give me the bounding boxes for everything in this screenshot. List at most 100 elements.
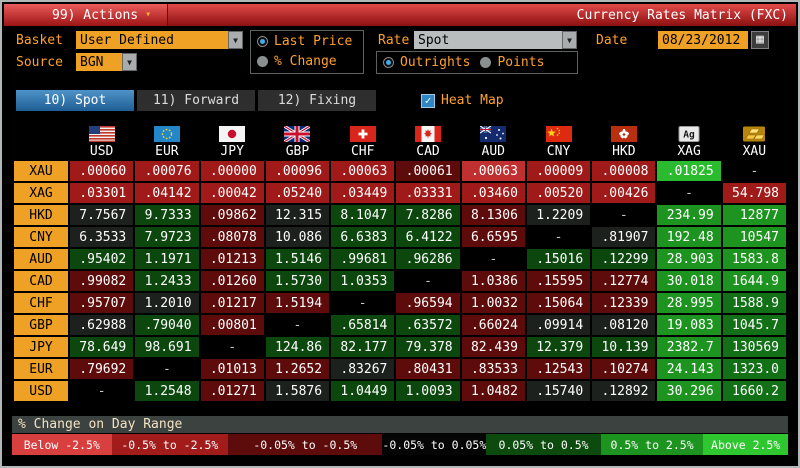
matrix-cell[interactable]: .10274 bbox=[592, 359, 656, 379]
matrix-cell[interactable]: 1.0482 bbox=[461, 381, 525, 401]
matrix-cell[interactable]: 1.0386 bbox=[461, 271, 525, 291]
matrix-cell[interactable]: 6.4122 bbox=[396, 227, 460, 247]
matrix-cell[interactable]: - bbox=[265, 315, 330, 335]
column-header-eur[interactable]: EUR bbox=[155, 144, 179, 159]
matrix-cell[interactable]: .01825 bbox=[657, 161, 721, 181]
matrix-cell[interactable]: .00063 bbox=[331, 161, 395, 181]
matrix-cell[interactable]: - bbox=[657, 183, 721, 203]
matrix-cell[interactable]: 6.3533 bbox=[70, 227, 134, 247]
column-header-gbp[interactable]: GBP bbox=[285, 144, 310, 159]
matrix-cell[interactable]: .96286 bbox=[396, 249, 460, 269]
matrix-cell[interactable]: - bbox=[526, 227, 591, 247]
matrix-cell[interactable]: .15595 bbox=[526, 271, 591, 291]
matrix-cell[interactable]: 79.378 bbox=[396, 337, 460, 357]
matrix-cell[interactable]: .01013 bbox=[200, 359, 264, 379]
matrix-cell[interactable]: 10.086 bbox=[265, 227, 330, 247]
column-header-xau[interactable]: XAU bbox=[742, 144, 767, 159]
matrix-cell[interactable]: 234.99 bbox=[657, 205, 721, 225]
column-header-xag[interactable]: XAG bbox=[677, 144, 701, 159]
matrix-cell[interactable]: 1.2652 bbox=[265, 359, 330, 379]
matrix-cell[interactable]: .62988 bbox=[70, 315, 134, 335]
matrix-cell[interactable]: 12877 bbox=[722, 205, 786, 225]
matrix-cell[interactable]: .99681 bbox=[331, 249, 395, 269]
matrix-cell[interactable]: .00060 bbox=[70, 161, 134, 181]
matrix-cell[interactable]: .15016 bbox=[526, 249, 591, 269]
matrix-cell[interactable]: 54.798 bbox=[722, 183, 786, 203]
matrix-cell[interactable]: .12543 bbox=[526, 359, 591, 379]
matrix-cell[interactable]: .12339 bbox=[592, 293, 656, 313]
matrix-cell[interactable]: 1583.8 bbox=[722, 249, 786, 269]
matrix-cell[interactable]: 1.0093 bbox=[396, 381, 460, 401]
matrix-cell[interactable]: 6.6595 bbox=[461, 227, 525, 247]
matrix-cell[interactable]: 2382.7 bbox=[657, 337, 721, 357]
matrix-cell[interactable]: .15740 bbox=[526, 381, 591, 401]
matrix-cell[interactable]: 1323.0 bbox=[722, 359, 786, 379]
matrix-cell[interactable]: .01271 bbox=[200, 381, 264, 401]
matrix-cell[interactable]: 8.1047 bbox=[331, 205, 395, 225]
matrix-cell[interactable]: - bbox=[592, 205, 656, 225]
matrix-cell[interactable]: 1.0032 bbox=[461, 293, 525, 313]
basket-field[interactable]: User Defined bbox=[76, 31, 228, 49]
last-price-radio[interactable] bbox=[257, 35, 268, 47]
matrix-cell[interactable]: .03449 bbox=[331, 183, 395, 203]
matrix-cell[interactable]: .15064 bbox=[526, 293, 591, 313]
matrix-cell[interactable]: .79692 bbox=[70, 359, 134, 379]
matrix-cell[interactable]: - bbox=[331, 293, 395, 313]
matrix-cell[interactable]: - bbox=[200, 337, 264, 357]
column-header-usd[interactable]: USD bbox=[89, 144, 114, 159]
pct-change-radio[interactable] bbox=[257, 55, 268, 67]
column-header-chf[interactable]: CHF bbox=[350, 144, 375, 159]
matrix-cell[interactable]: 9.7333 bbox=[135, 205, 199, 225]
matrix-cell[interactable]: .00063 bbox=[461, 161, 525, 181]
points-option[interactable]: Points bbox=[470, 55, 544, 70]
matrix-cell[interactable]: 30.296 bbox=[657, 381, 721, 401]
matrix-cell[interactable]: 130569 bbox=[722, 337, 786, 357]
matrix-cell[interactable]: .83267 bbox=[331, 359, 395, 379]
rate-field[interactable]: Spot bbox=[414, 31, 562, 49]
matrix-cell[interactable]: 1.1971 bbox=[135, 249, 199, 269]
matrix-cell[interactable]: .00042 bbox=[200, 183, 264, 203]
column-header-jpy[interactable]: JPY bbox=[220, 144, 244, 159]
matrix-cell[interactable]: .00801 bbox=[200, 315, 264, 335]
matrix-cell[interactable]: .00009 bbox=[526, 161, 591, 181]
matrix-cell[interactable]: 1.0449 bbox=[331, 381, 395, 401]
matrix-cell[interactable]: .00096 bbox=[265, 161, 330, 181]
matrix-cell[interactable]: .12299 bbox=[592, 249, 656, 269]
matrix-cell[interactable]: .80431 bbox=[396, 359, 460, 379]
tab-forward[interactable]: 11) Forward bbox=[137, 90, 255, 111]
row-label-aud[interactable]: AUD bbox=[14, 249, 68, 269]
matrix-cell[interactable]: .63572 bbox=[396, 315, 460, 335]
rate-dropdown-arrow-icon[interactable]: ▼ bbox=[562, 31, 577, 49]
matrix-cell[interactable]: 7.7567 bbox=[70, 205, 134, 225]
matrix-cell[interactable]: .00061 bbox=[396, 161, 460, 181]
row-label-cny[interactable]: CNY bbox=[14, 227, 68, 247]
row-label-hkd[interactable]: HKD bbox=[14, 205, 68, 225]
matrix-cell[interactable]: .65814 bbox=[331, 315, 395, 335]
matrix-cell[interactable]: 24.143 bbox=[657, 359, 721, 379]
source-field[interactable]: BGN bbox=[76, 53, 122, 71]
matrix-cell[interactable]: .00520 bbox=[526, 183, 591, 203]
matrix-cell[interactable]: - bbox=[396, 271, 460, 291]
outrights-option[interactable]: Outrights bbox=[377, 55, 470, 70]
matrix-cell[interactable]: .66024 bbox=[461, 315, 525, 335]
last-price-option[interactable]: Last Price bbox=[251, 31, 363, 51]
actions-menu-button[interactable]: 99) Actions ▾ bbox=[4, 4, 169, 26]
matrix-cell[interactable]: 98.691 bbox=[135, 337, 199, 357]
matrix-cell[interactable]: .09914 bbox=[526, 315, 591, 335]
matrix-cell[interactable]: 12.315 bbox=[265, 205, 330, 225]
matrix-cell[interactable]: .81907 bbox=[592, 227, 656, 247]
matrix-cell[interactable]: .00076 bbox=[135, 161, 199, 181]
row-label-xau[interactable]: XAU bbox=[14, 161, 68, 181]
matrix-cell[interactable]: - bbox=[70, 381, 134, 401]
matrix-cell[interactable]: 1.5876 bbox=[265, 381, 330, 401]
matrix-cell[interactable]: 12.379 bbox=[526, 337, 591, 357]
row-label-chf[interactable]: CHF bbox=[14, 293, 68, 313]
matrix-cell[interactable]: 1.2433 bbox=[135, 271, 199, 291]
matrix-cell[interactable]: .79040 bbox=[135, 315, 199, 335]
column-header-aud[interactable]: AUD bbox=[481, 144, 505, 159]
matrix-cell[interactable]: 1.5730 bbox=[265, 271, 330, 291]
matrix-cell[interactable]: 8.1306 bbox=[461, 205, 525, 225]
matrix-cell[interactable]: 1.2010 bbox=[135, 293, 199, 313]
matrix-cell[interactable]: .09862 bbox=[200, 205, 264, 225]
matrix-cell[interactable]: .05240 bbox=[265, 183, 330, 203]
